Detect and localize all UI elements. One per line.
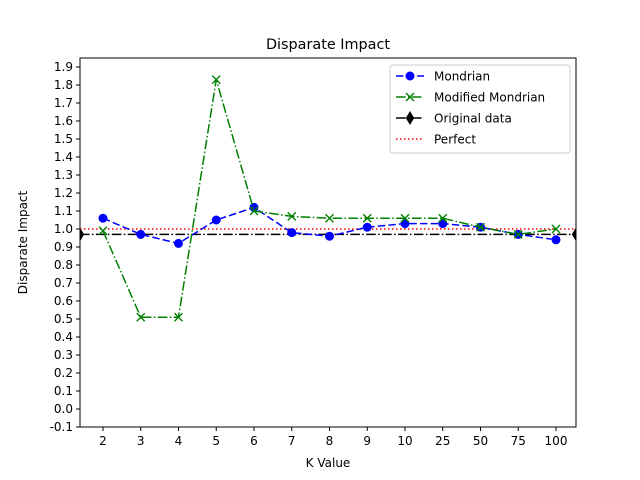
y-tick-label: 0.1 (54, 384, 73, 398)
data-point (400, 219, 410, 229)
legend-entry: Perfect (396, 133, 476, 147)
data-point (174, 238, 183, 248)
data-point (400, 213, 410, 223)
y-tick-label: 0.6 (54, 294, 73, 308)
data-point (249, 206, 259, 216)
legend-marker (405, 92, 415, 102)
legend-label: Mondrian (434, 70, 490, 84)
x-tick-label: 75 (511, 434, 526, 448)
data-point (551, 224, 561, 234)
data-point (476, 222, 485, 232)
x-tick-label: 25 (435, 434, 450, 448)
data-point (98, 213, 108, 223)
y-tick-label: 1.9 (54, 60, 73, 74)
x-tick-label: 7 (288, 434, 296, 448)
data-point (211, 215, 221, 225)
x-tick-label: 8 (326, 434, 334, 448)
series-mondrian (98, 202, 561, 248)
y-tick-label: 0.7 (54, 276, 73, 290)
legend-label: Original data (434, 112, 512, 126)
y-tick-label: 0.5 (54, 312, 73, 326)
x-tick-label: 9 (363, 434, 371, 448)
y-tick-label: 1.3 (54, 168, 73, 182)
series-modified-mondrian (98, 75, 561, 322)
data-point (98, 226, 108, 236)
data-point (438, 213, 448, 223)
y-tick-label: 1.1 (54, 204, 73, 218)
y-tick-label: 0.8 (54, 258, 73, 272)
data-point (438, 219, 448, 229)
reference-marker (80, 227, 85, 242)
data-point (362, 222, 372, 232)
y-tick-label: 1.0 (54, 222, 73, 236)
x-tick-label: 4 (175, 434, 183, 448)
data-point (551, 235, 561, 245)
data-point (287, 228, 297, 238)
y-tick-label: 1.2 (54, 186, 73, 200)
data-point (287, 211, 297, 221)
data-point (211, 75, 221, 85)
y-axis-label: Disparate Impact (16, 190, 30, 294)
data-point (136, 229, 146, 239)
reference-marker (571, 227, 576, 242)
x-tick-label: 10 (397, 434, 412, 448)
legend: Mondrian Modified Mondrian Original data Pe… (389, 64, 571, 154)
chart-title: Disparate Impact (266, 37, 390, 53)
y-tick-label: 0.2 (54, 366, 73, 380)
x-tick-label: 2 (99, 434, 107, 448)
x-tick-label: 3 (137, 434, 145, 448)
y-tick-label: 0.3 (54, 348, 73, 362)
y-tick-label: -0.1 (50, 420, 73, 434)
legend-entry: Mondrian (396, 70, 490, 84)
y-tick-label: 1.7 (54, 96, 73, 110)
y-tick-label: 0.0 (54, 402, 73, 416)
x-tick-label: 6 (250, 434, 258, 448)
y-tick-label: 0.9 (54, 240, 73, 254)
legend-label: Modified Mondrian (434, 91, 545, 105)
data-point (325, 231, 334, 241)
legend-marker (405, 71, 415, 81)
x-tick-label: 100 (545, 434, 568, 448)
legend-entry: Modified Mondrian (396, 91, 545, 105)
plot-frame (79, 57, 577, 428)
data-point (513, 229, 523, 239)
data-point (136, 312, 146, 322)
legend-entry: Original data (396, 111, 512, 126)
legend-label: Perfect (434, 133, 476, 147)
y-tick-label: 1.6 (54, 114, 73, 128)
x-tick-label: 50 (473, 434, 488, 448)
legend-marker (405, 111, 415, 125)
plot-area (80, 75, 576, 322)
y-tick-label: 1.8 (54, 78, 73, 92)
data-point (325, 213, 334, 223)
x-tick-label: 5 (212, 434, 220, 448)
data-point (362, 213, 372, 223)
y-tick-label: 1.5 (54, 132, 73, 146)
y-tick-label: 0.4 (54, 330, 73, 344)
y-tick-label: 1.4 (54, 150, 73, 164)
x-axis-label: K Value (306, 456, 351, 470)
legend-box (389, 64, 571, 154)
data-point (174, 312, 183, 322)
